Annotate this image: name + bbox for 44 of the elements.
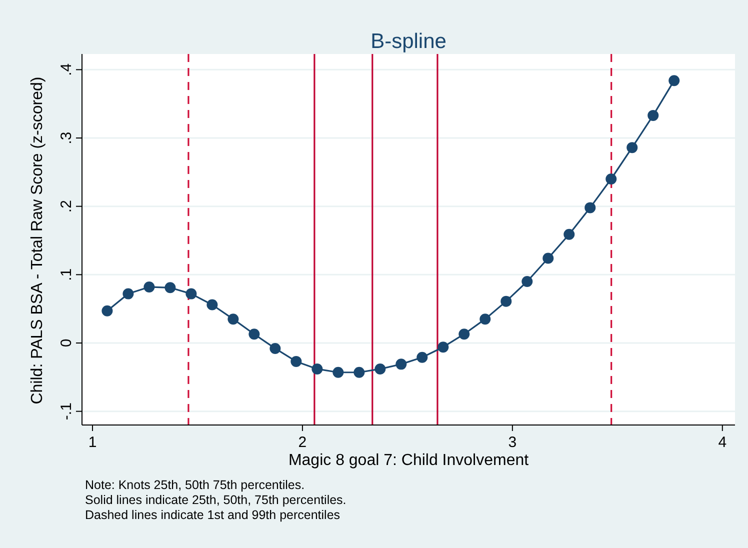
y-tick-label: 0: [58, 338, 75, 348]
point: [186, 288, 197, 300]
x-tick-label: 2: [298, 434, 307, 451]
y-tick-label: .1: [58, 268, 75, 281]
y-tick-label: -.1: [58, 402, 75, 420]
point: [606, 174, 617, 184]
point: [354, 366, 365, 378]
text: Note: Knots 25th, 50th 75th percentiles.: [85, 478, 305, 492]
point: [668, 75, 680, 86]
chart-title: B-spline: [370, 30, 446, 53]
point: [522, 276, 533, 287]
text: Solid lines indicate 25th, 50th, 75th percentiles.: [85, 493, 346, 507]
x-axis-title: Magic 8 goal 7: Child Involvement: [288, 452, 530, 469]
point: [270, 342, 281, 354]
point: [648, 110, 659, 121]
point: [332, 366, 344, 378]
x-tick-label: 1: [88, 434, 97, 451]
point: [416, 352, 428, 363]
point: [312, 363, 323, 374]
point: [206, 299, 218, 310]
y-tick-label: .2: [58, 200, 75, 213]
point: [542, 252, 554, 264]
text: Dashed lines indicate 1st and 99th percentiles: [85, 508, 340, 522]
x-tick-label: 3: [508, 434, 517, 451]
point: [396, 358, 407, 370]
y-axis-title: Child: PALS BSA - Total Raw Score (z-scored): [29, 76, 46, 404]
point: [584, 202, 596, 214]
y-tick-label: .3: [58, 132, 75, 144]
point: [122, 288, 134, 300]
x-tick-label: 4: [718, 434, 727, 451]
point: [248, 328, 260, 340]
point: [438, 342, 449, 353]
point: [626, 142, 638, 154]
point: [374, 363, 386, 374]
point: [564, 228, 575, 240]
point: [290, 356, 302, 367]
y-tick-label: .4: [58, 63, 75, 76]
point: [500, 296, 512, 307]
point: [228, 314, 239, 325]
point: [458, 328, 470, 340]
point: [480, 314, 491, 325]
point: [144, 281, 155, 292]
point: [102, 305, 113, 316]
point: [164, 282, 176, 294]
